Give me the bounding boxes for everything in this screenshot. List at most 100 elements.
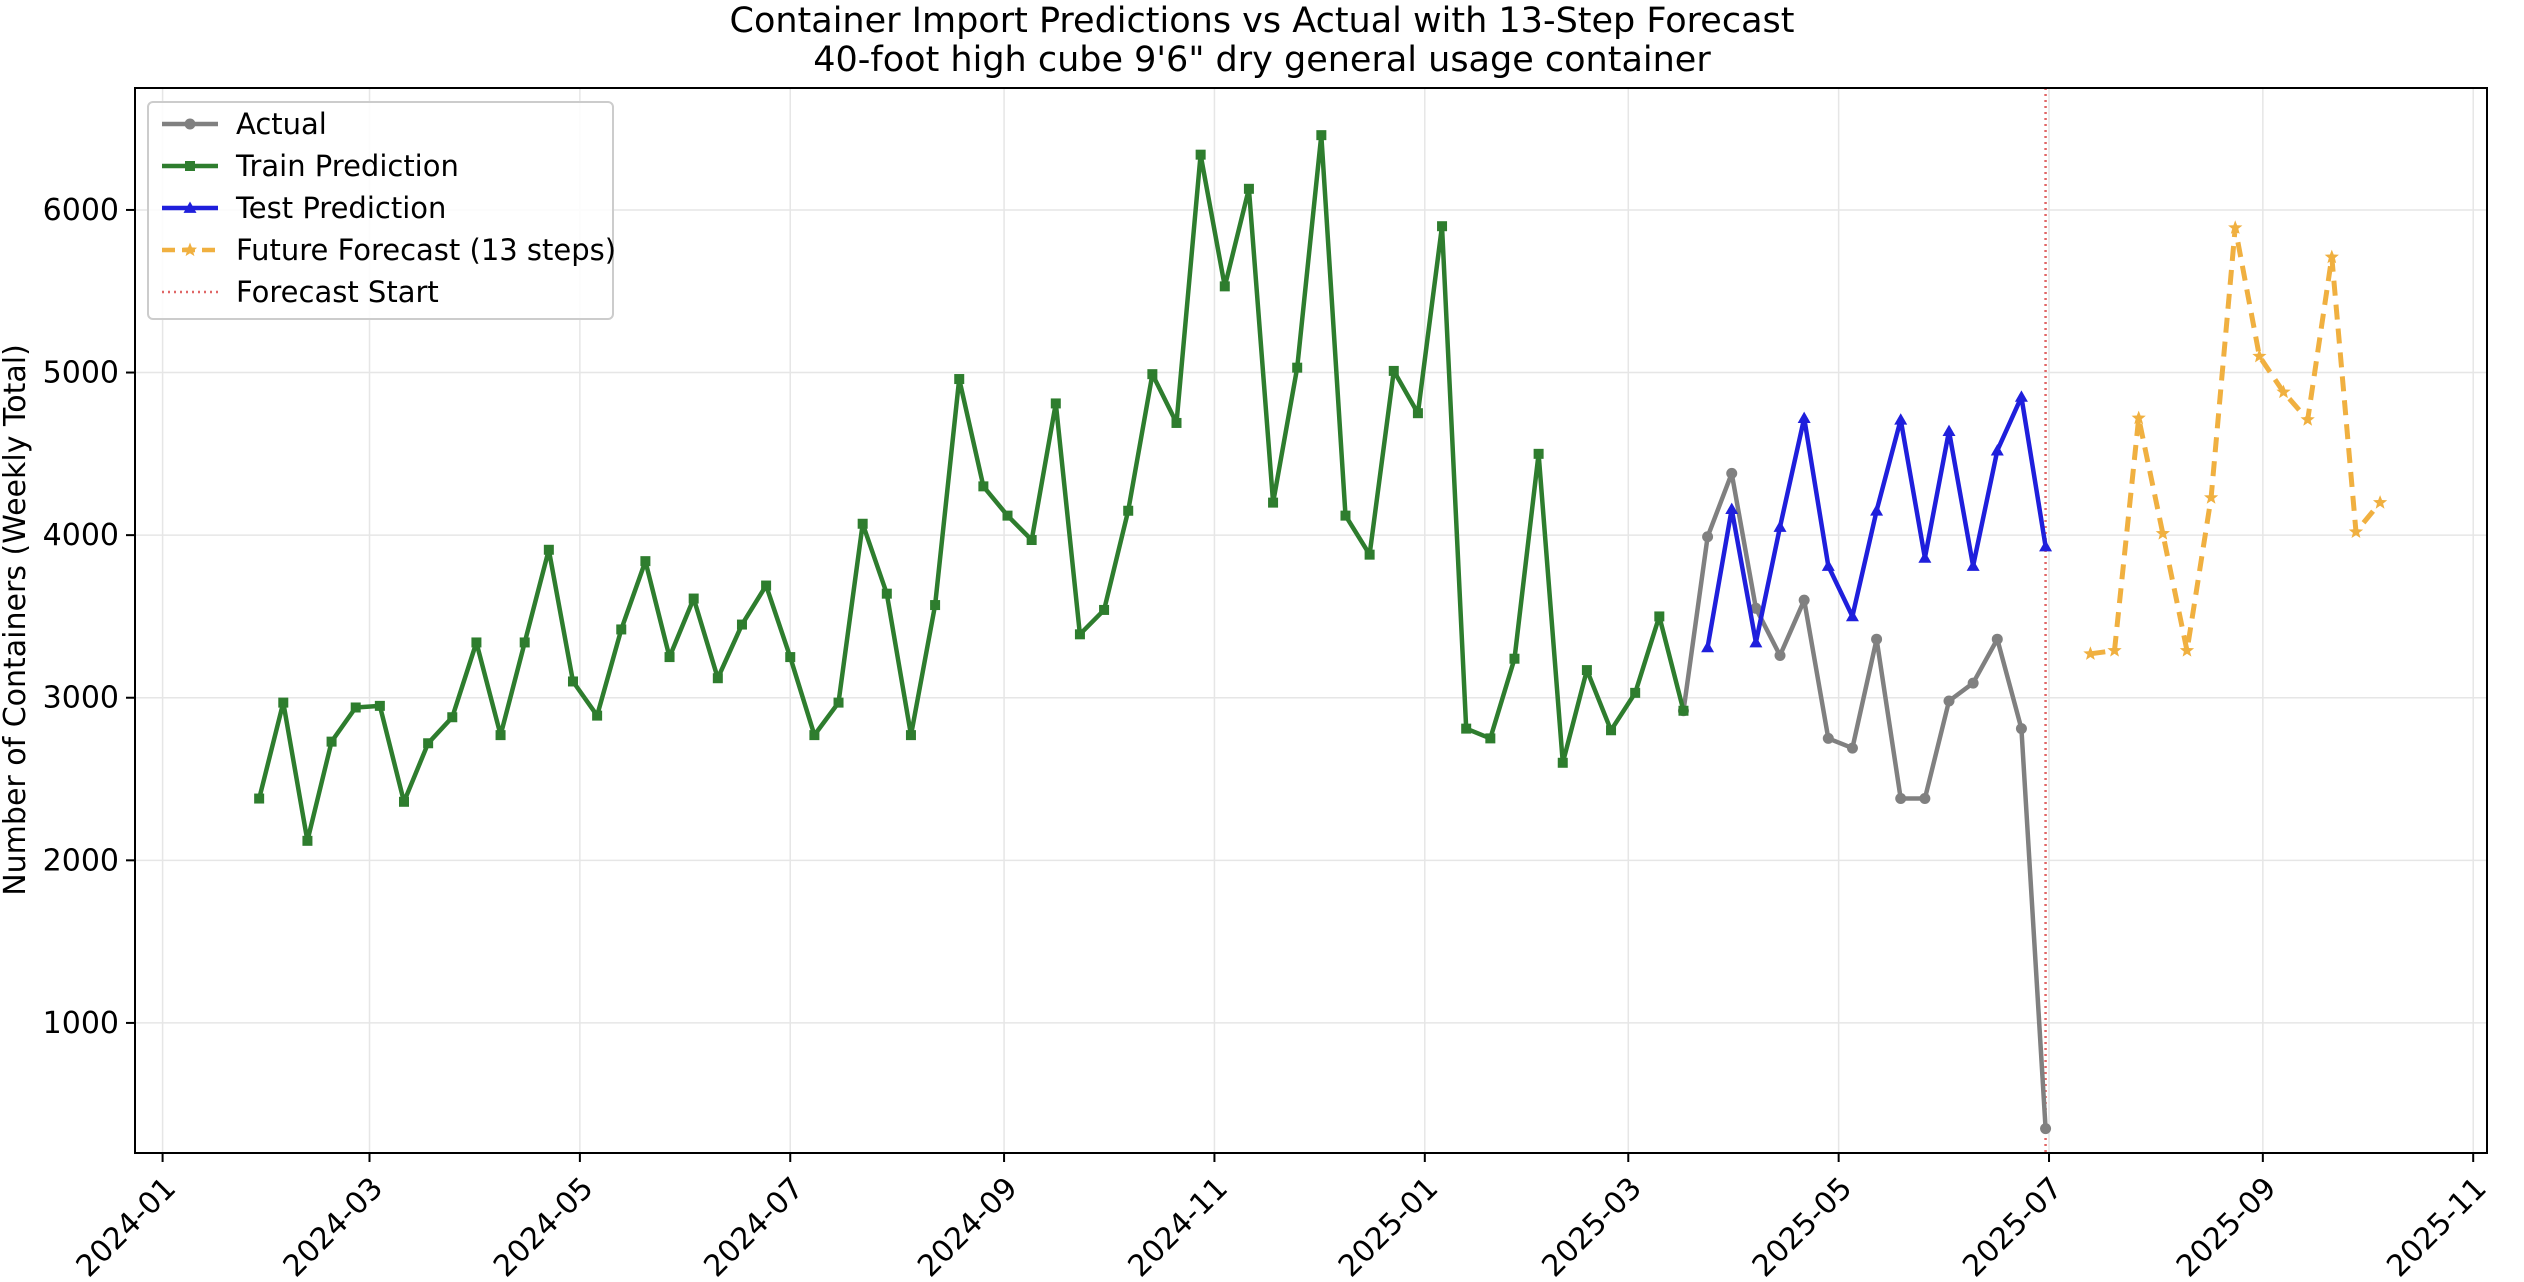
data-point bbox=[1797, 411, 1811, 423]
data-point bbox=[1002, 510, 1013, 521]
x-tick-label: 2025-01 bbox=[1332, 1171, 1445, 1282]
data-point bbox=[2083, 646, 2098, 660]
data-point bbox=[1822, 732, 1834, 744]
data-point bbox=[1967, 677, 1979, 689]
data-point bbox=[1147, 369, 1158, 380]
x-tick-label: 2024-05 bbox=[487, 1171, 600, 1282]
legend-label: Train Prediction bbox=[235, 149, 459, 183]
data-point bbox=[1654, 611, 1665, 622]
x-tick-label: 2024-11 bbox=[1122, 1171, 1235, 1282]
data-point bbox=[278, 697, 289, 708]
y-axis-ticks: 1000 2000 3000 4000 5000 6000 bbox=[43, 193, 135, 1041]
data-point bbox=[2039, 540, 2053, 552]
data-point bbox=[1871, 633, 1883, 645]
data-point bbox=[1750, 602, 1762, 614]
data-point bbox=[688, 593, 699, 604]
data-point bbox=[1678, 705, 1689, 716]
data-point bbox=[2155, 526, 2170, 540]
data-point bbox=[2300, 412, 2315, 426]
data-point bbox=[1364, 549, 1375, 560]
y-axis-label: Number of Containers (Weekly Total) bbox=[0, 344, 33, 896]
data-point bbox=[1919, 793, 1931, 805]
data-point bbox=[1171, 417, 1182, 428]
data-point bbox=[640, 556, 651, 567]
data-point bbox=[1099, 604, 1110, 615]
x-axis-ticks: 2024-01 2024-03 2024-05 2024-07 2024-09 2024-… bbox=[70, 1153, 2494, 1282]
x-tick-label: 2024-09 bbox=[911, 1171, 1024, 1282]
data-point bbox=[326, 736, 337, 747]
data-point bbox=[1412, 408, 1423, 419]
data-point bbox=[2107, 643, 2122, 657]
data-point bbox=[1606, 725, 1617, 736]
data-point bbox=[2228, 220, 2243, 234]
data-point bbox=[1581, 665, 1592, 676]
data-point bbox=[2040, 1123, 2052, 1135]
data-point bbox=[567, 676, 578, 687]
gridlines bbox=[135, 88, 2487, 1153]
data-point bbox=[1726, 467, 1738, 479]
data-point bbox=[1509, 653, 1520, 664]
data-point bbox=[1074, 629, 1085, 640]
y-tick-label: 6000 bbox=[43, 193, 119, 228]
legend: Actual Train Prediction Test Prediction Fut… bbox=[147, 101, 616, 320]
data-point bbox=[2131, 410, 2146, 425]
data-point bbox=[954, 374, 965, 385]
data-point bbox=[1845, 609, 1859, 622]
legend-label: Future Forecast (13 steps) bbox=[236, 233, 616, 267]
data-point bbox=[350, 702, 361, 713]
data-point bbox=[1918, 551, 1932, 563]
legend-marker bbox=[182, 242, 198, 257]
legend-marker bbox=[185, 161, 195, 171]
data-point bbox=[398, 796, 409, 807]
series-test-prediction bbox=[1701, 390, 2053, 653]
series-line-train-prediction bbox=[257, 132, 1686, 844]
chart-title: Container Import Predictions vs Actual w… bbox=[730, 1, 1795, 41]
data-point bbox=[616, 624, 627, 635]
legend-label: Actual bbox=[236, 107, 327, 141]
data-point bbox=[978, 481, 989, 492]
data-point bbox=[905, 730, 916, 741]
data-point bbox=[2373, 495, 2388, 509]
data-point bbox=[2348, 524, 2364, 538]
data-point bbox=[1050, 398, 1061, 409]
series-future-forecast-13-steps bbox=[2083, 220, 2388, 660]
x-tick-label: 2024-03 bbox=[277, 1171, 390, 1282]
legend-entry-future-forecast-13-steps: Future Forecast (13 steps) bbox=[162, 233, 616, 267]
legend-entry-actual: Actual bbox=[162, 107, 327, 141]
data-point bbox=[1268, 497, 1279, 508]
data-point bbox=[1943, 695, 1955, 707]
data-point bbox=[519, 637, 530, 648]
data-point bbox=[1316, 130, 1327, 141]
y-tick-label: 1000 bbox=[43, 1006, 119, 1041]
data-point bbox=[2324, 249, 2339, 264]
data-point bbox=[1725, 502, 1739, 514]
data-point bbox=[1895, 793, 1907, 805]
data-point bbox=[1702, 531, 1714, 543]
data-point bbox=[592, 710, 603, 721]
data-point bbox=[2179, 643, 2195, 657]
data-point bbox=[1749, 635, 1763, 648]
data-point bbox=[1942, 424, 1956, 436]
data-point bbox=[809, 730, 820, 741]
data-point bbox=[1461, 723, 1472, 734]
x-tick-label: 2025-07 bbox=[1956, 1171, 2069, 1282]
data-point bbox=[785, 652, 796, 663]
data-point bbox=[761, 580, 772, 591]
data-point bbox=[833, 697, 844, 708]
data-point bbox=[302, 835, 313, 846]
data-point bbox=[1340, 510, 1351, 521]
legend-label: Test Prediction bbox=[235, 191, 446, 225]
data-point bbox=[1991, 633, 2003, 645]
x-tick-label: 2024-01 bbox=[70, 1171, 183, 1282]
data-point bbox=[1123, 505, 1134, 516]
series-line-actual bbox=[1681, 471, 2048, 1129]
data-point bbox=[1990, 444, 2004, 456]
data-point bbox=[1798, 594, 1810, 606]
data-point bbox=[1388, 365, 1399, 376]
data-point bbox=[1821, 559, 1835, 571]
data-point bbox=[881, 588, 892, 599]
series-group bbox=[254, 130, 2388, 1135]
legend-marker bbox=[183, 201, 197, 213]
data-point bbox=[423, 738, 434, 749]
